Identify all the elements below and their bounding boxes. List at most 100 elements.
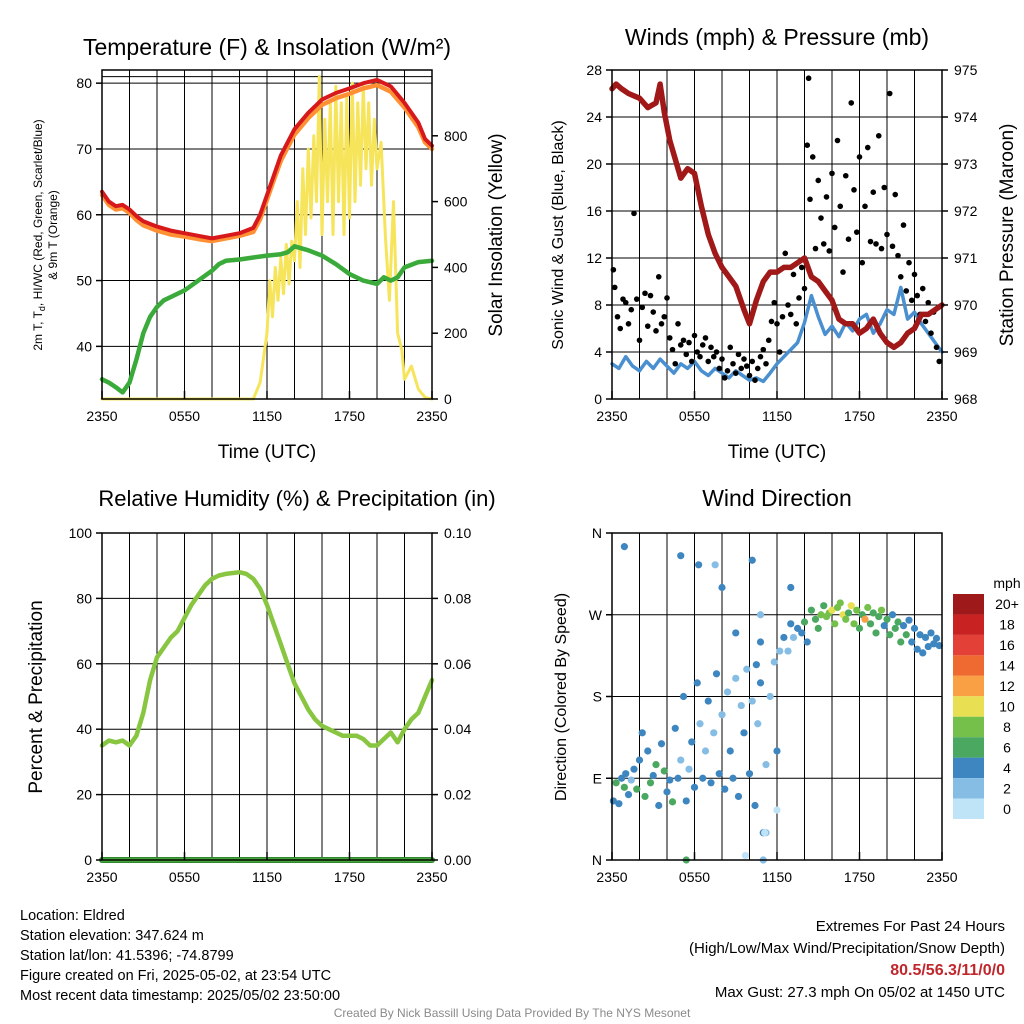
y-tick-label: 40 <box>76 338 92 354</box>
gust-point <box>702 335 709 341</box>
wind-direction-point <box>751 801 759 810</box>
y-tick-label: W <box>589 607 603 623</box>
wind-direction-point <box>701 747 710 755</box>
wind-direction-point <box>718 583 726 592</box>
wind-direction-point <box>780 633 788 642</box>
wind-direction-point <box>644 747 652 755</box>
wind-direction-point <box>677 552 685 560</box>
panel-1-xlabel: Time (UTC) <box>218 442 317 463</box>
wind-direction-point <box>924 642 932 651</box>
wind-direction-point <box>828 606 836 614</box>
y-tick-label: 4 <box>594 344 602 360</box>
station-info: Location: Eldred Station elevation: 347.… <box>20 906 340 1006</box>
gust-point <box>686 339 692 346</box>
wind-direction-point <box>655 801 663 810</box>
gust-point <box>892 191 899 198</box>
gust-point <box>749 358 756 365</box>
wind-direction-point <box>880 622 888 630</box>
colorbar-label: 16 <box>999 637 1015 653</box>
gust-point <box>710 353 717 360</box>
wind-direction-point <box>883 615 891 623</box>
wind-direction-point <box>612 779 620 787</box>
panel-3-title: Relative Humidity (%) & Precipitation (i… <box>98 486 495 511</box>
x-tick-label: 1150 <box>252 408 282 424</box>
gust-point <box>757 353 764 360</box>
panel-2-xlabel: Time (UTC) <box>728 442 827 463</box>
temp-2m-line <box>100 77 434 241</box>
gust-point <box>867 238 874 245</box>
gust-point <box>815 177 822 184</box>
wind-direction-point <box>682 797 690 805</box>
x-tick-label: 0550 <box>679 869 710 885</box>
y-tick-label: 0 <box>594 391 602 407</box>
y2-tick-label: 800 <box>444 128 468 144</box>
wind-direction-point <box>668 798 677 806</box>
gust-point <box>741 356 747 362</box>
solar-insolation-line <box>100 75 434 401</box>
gust-point <box>933 344 940 351</box>
wind-direction-point <box>877 606 886 614</box>
gust-point <box>812 245 819 252</box>
wind-direction-point <box>869 609 877 617</box>
panel-1-y2label: Solar Insolation (Yellow) <box>486 133 507 336</box>
y-tick-label: S <box>593 689 602 705</box>
x-tick-label: 1750 <box>334 408 365 424</box>
gust-point <box>699 342 706 348</box>
wind-direction-point <box>652 761 660 769</box>
gust-point <box>713 349 720 355</box>
gust-point <box>765 337 772 344</box>
wind-direction-point <box>836 599 844 607</box>
elevation-text: Station elevation: 347.624 m <box>20 928 204 944</box>
latlon-text: Station lat/lon: 41.5396; -74.8799 <box>20 948 234 964</box>
colorbar-swatch <box>953 696 984 717</box>
wind-direction-point <box>741 851 749 860</box>
gust-point <box>664 295 670 301</box>
wind-direction-point <box>630 765 638 773</box>
x-tick-label: 1150 <box>762 408 792 424</box>
gust-point <box>672 360 679 367</box>
wind-direction-point <box>671 724 679 732</box>
wind-direction-point <box>875 612 883 621</box>
gust-point <box>611 284 618 291</box>
wind-direction-point <box>787 583 795 592</box>
gust-point <box>614 313 621 320</box>
wind-direction-point <box>847 602 855 610</box>
wind-direction-point <box>690 783 699 791</box>
wind-direction-point <box>891 624 899 632</box>
gust-point <box>831 224 838 231</box>
wind-direction-point <box>800 618 809 626</box>
y-tick-label: 12 <box>586 250 602 266</box>
gust-point <box>834 137 841 144</box>
gust-point <box>716 365 723 372</box>
gust-point <box>680 337 687 344</box>
colorbar-label: 4 <box>1003 760 1011 776</box>
y-tick-label: 20 <box>76 787 92 803</box>
gust-point <box>661 313 668 320</box>
gust-point <box>853 229 860 235</box>
wind-direction-point <box>715 770 723 778</box>
wind-direction-point <box>693 679 701 687</box>
gust-point <box>878 245 885 252</box>
recent-data-text: Most recent data timestamp: 2025/05/02 2… <box>20 988 341 1004</box>
gust-point <box>881 184 888 191</box>
gust-point <box>873 241 879 247</box>
gust-point <box>936 358 943 365</box>
panel-3-ylabel: Percent & Precipitation <box>26 600 47 793</box>
gust-point <box>642 290 648 297</box>
x-tick-label: 2350 <box>86 869 117 885</box>
gust-point <box>875 133 882 139</box>
wind-direction-point <box>932 634 941 642</box>
colorbar-swatch <box>953 778 984 799</box>
wind-direction-point <box>620 543 628 551</box>
gust-point <box>666 335 673 341</box>
x-tick-label: 1750 <box>844 408 875 424</box>
wind-direction-point <box>695 561 703 569</box>
y-tick-label: 70 <box>76 141 92 157</box>
x-tick-label: 0550 <box>169 408 200 424</box>
y-tick-label: 40 <box>76 721 92 737</box>
wind-direction-point <box>726 747 734 755</box>
wind-direction-point <box>855 624 864 632</box>
wind-direction-point <box>886 631 894 639</box>
wind-direction-point <box>905 616 913 624</box>
panel-4-title: Wind Direction <box>702 485 852 511</box>
